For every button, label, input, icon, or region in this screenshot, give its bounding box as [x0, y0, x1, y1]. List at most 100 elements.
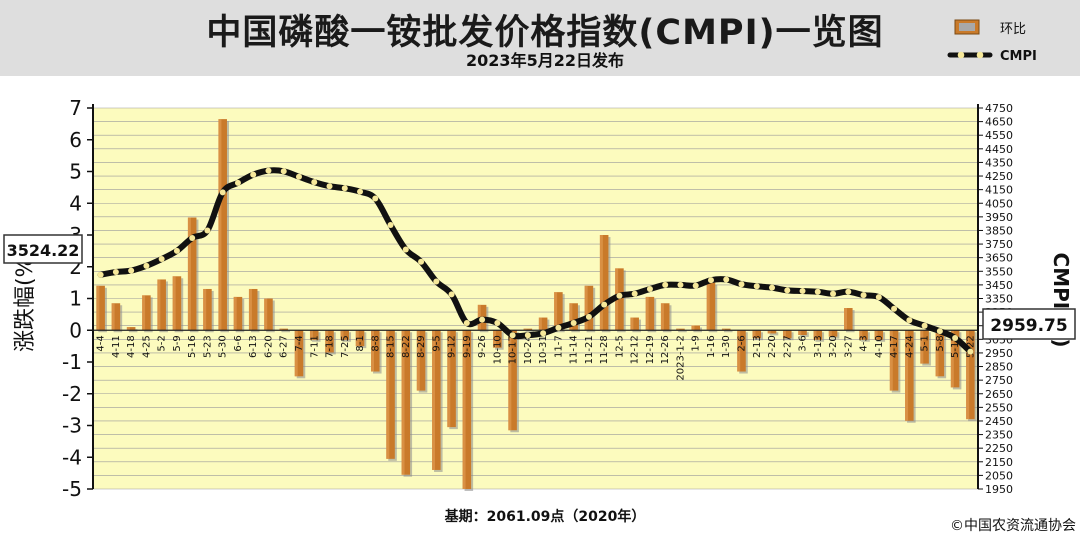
category-label: 3-13	[813, 335, 824, 358]
cmpi-point	[479, 316, 486, 323]
mom-bar	[737, 330, 748, 374]
mom-bar-highlight	[538, 317, 542, 331]
category-label: 11-7	[553, 335, 564, 358]
left-tick-label: -1	[62, 350, 82, 374]
mom-bar-fill	[935, 330, 945, 377]
mom-bar-highlight	[889, 330, 893, 391]
cmpi-point	[311, 179, 318, 186]
mom-bar	[386, 330, 397, 461]
mom-bar-fill	[432, 330, 441, 470]
cmpi-point	[143, 262, 150, 269]
mom-bar-highlight	[462, 330, 466, 489]
category-label: 1-16	[706, 335, 717, 358]
category-label: 5-8	[935, 335, 946, 351]
cmpi-point	[707, 277, 714, 284]
mom-bar-fill	[187, 217, 197, 331]
category-label: 5-30	[218, 335, 229, 358]
left-tick-label: 5	[69, 160, 82, 184]
cmpi-point	[463, 319, 470, 326]
mom-bar-highlight	[508, 330, 512, 431]
mom-bar	[142, 295, 153, 333]
mom-bar-highlight	[142, 295, 146, 331]
mom-bar	[950, 330, 962, 390]
mom-bar-highlight	[523, 328, 527, 331]
mom-bar-fill	[462, 330, 472, 489]
right-tick-label: 4150	[985, 184, 1013, 197]
mom-bar-highlight	[325, 330, 329, 353]
mom-bar-shadow	[723, 330, 733, 333]
mom-bar-highlight	[706, 282, 710, 331]
category-label: 9-26	[477, 335, 488, 358]
mom-bar	[813, 330, 825, 342]
cmpi-point	[265, 167, 272, 174]
category-label: 11-21	[584, 335, 595, 364]
cmpi-point	[234, 179, 241, 186]
cmpi-point	[524, 332, 531, 339]
mom-bar-fill	[157, 279, 166, 331]
mom-bar-fill	[584, 285, 594, 331]
cmpi-point	[418, 258, 425, 265]
right-tick-label: 4750	[985, 102, 1013, 115]
category-label: 5-1	[920, 335, 931, 351]
right-tick-label: 4550	[985, 129, 1013, 142]
mom-bar	[279, 328, 291, 333]
cmpi-point	[784, 287, 791, 294]
mom-bar-fill	[126, 327, 136, 331]
category-label: 4-25	[141, 335, 152, 358]
mom-bar-fill	[798, 330, 807, 336]
mom-bar	[523, 328, 535, 333]
mom-bar-highlight	[782, 330, 786, 339]
category-label: 7-18	[325, 335, 336, 358]
release-date: 2023年5月22日发布	[466, 51, 624, 70]
mom-bar-fill	[248, 288, 258, 331]
mom-bar-highlight	[859, 330, 863, 340]
cmpi-point	[555, 324, 562, 331]
mom-bar	[844, 308, 855, 333]
category-label: 10-17	[508, 335, 519, 364]
right-tick-label: 2550	[985, 401, 1013, 414]
cmpi-point	[967, 348, 974, 355]
right-tick-label: 3650	[985, 252, 1013, 265]
legend-bar-label: 环比	[1000, 22, 1026, 37]
category-label: 6-20	[263, 335, 274, 358]
mom-bar	[889, 330, 901, 393]
cmpi-point	[494, 319, 501, 326]
mom-bar-highlight	[279, 328, 283, 331]
mom-bar	[645, 296, 657, 333]
mom-bar-fill	[340, 330, 350, 340]
mom-bar	[203, 288, 214, 333]
category-label: 5-16	[187, 335, 198, 358]
mom-bar-fill	[599, 235, 609, 331]
right-tick-label: 3950	[985, 211, 1013, 224]
mom-bar-fill	[660, 303, 670, 331]
mom-bar-fill	[676, 328, 685, 331]
left-tick-label: -3	[62, 414, 82, 438]
mom-bar-fill	[279, 328, 289, 331]
category-label: 8-1	[355, 335, 366, 351]
category-label: 2-6	[736, 335, 747, 351]
category-label: 6-6	[233, 335, 244, 351]
mom-bar-fill	[905, 330, 914, 421]
category-label: 3-6	[798, 335, 809, 351]
mom-bar-highlight	[721, 328, 725, 331]
mom-bar	[401, 330, 413, 477]
mom-bar	[340, 330, 352, 342]
cmpi-point	[433, 278, 440, 285]
category-label: 5-22	[965, 335, 976, 358]
mom-bar-fill	[355, 330, 365, 347]
cmpi-point	[891, 305, 898, 312]
start-value-label: 3524.22	[7, 241, 80, 260]
mom-bar	[554, 292, 565, 333]
category-label: 8-8	[370, 335, 381, 351]
category-label: 4-11	[111, 335, 122, 358]
cmpi-point	[799, 288, 806, 295]
mom-bar-highlight	[340, 330, 344, 340]
mom-bar-highlight	[752, 330, 756, 339]
cmpi-point	[97, 271, 104, 278]
right-tick-label: 2150	[985, 456, 1013, 469]
mom-bar-fill	[111, 303, 121, 331]
cmpi-point	[341, 185, 348, 192]
category-label: 9-5	[431, 335, 442, 351]
right-tick-label: 3550	[985, 265, 1013, 278]
